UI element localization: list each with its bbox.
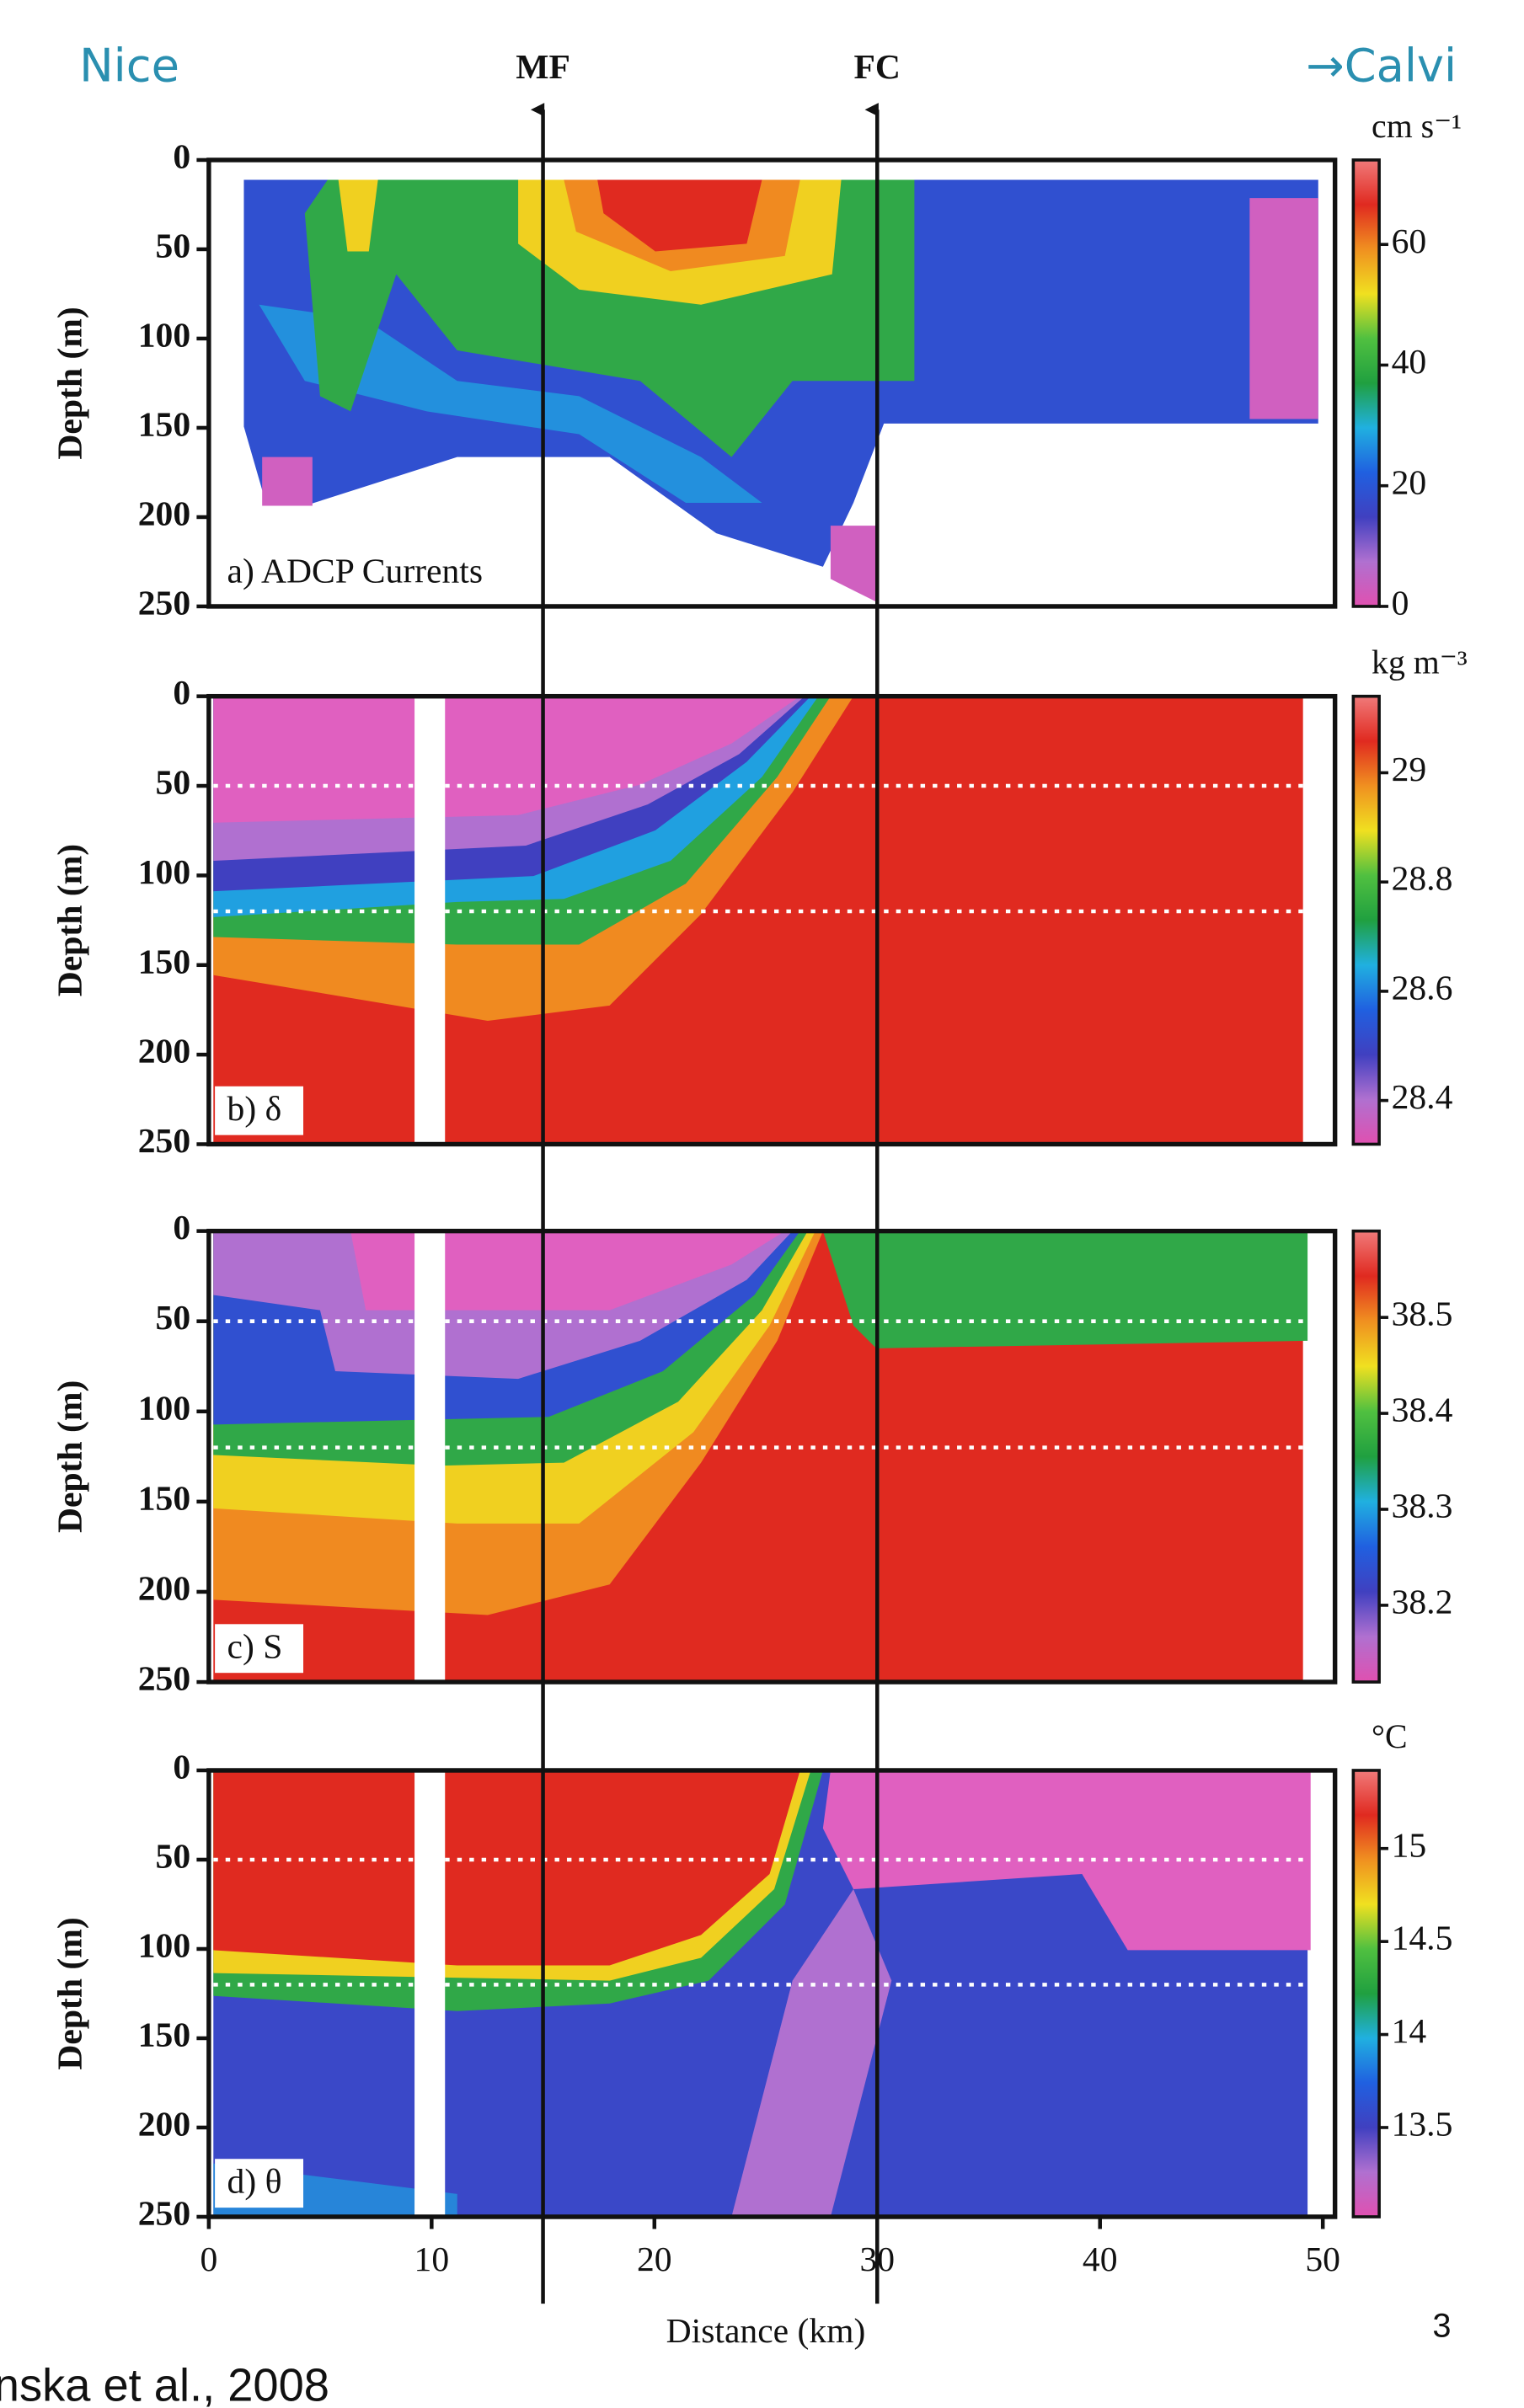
colorbar-label: kg m⁻³	[1372, 644, 1468, 681]
y-tick-label: 0	[173, 673, 190, 712]
y-tick-label: 50	[156, 1298, 191, 1337]
colorbar-tick-label: 29	[1392, 750, 1427, 788]
y-tick-label: 200	[138, 2105, 190, 2144]
colorbar-tick-label: 38.5	[1392, 1295, 1453, 1333]
colorbar-label: °C	[1372, 1718, 1407, 1755]
y-axis-label: Depth (m)	[50, 1917, 89, 2069]
citation: nska et al., 2008	[0, 2361, 329, 2408]
y-tick-label: 200	[138, 1032, 190, 1071]
y-tick-label: 150	[138, 404, 190, 443]
colorbar-tick-label: 38.2	[1392, 1582, 1453, 1620]
y-tick-label: 50	[156, 763, 191, 802]
y-tick-label: 200	[138, 1569, 190, 1608]
panel-title: d) θ	[227, 2162, 282, 2202]
x-tick-label: 0	[200, 2240, 217, 2278]
y-tick-label: 50	[156, 226, 191, 264]
right-label: →Calvi	[1306, 40, 1457, 93]
y-tick-label: 150	[138, 2016, 190, 2054]
field-b	[213, 696, 1303, 1143]
colorbar-tick-label: 28.8	[1392, 859, 1453, 898]
plot-frame	[206, 158, 1338, 609]
colorbar	[1351, 1229, 1381, 1684]
title-bg	[215, 1086, 304, 1135]
plot-frame	[206, 1228, 1338, 1685]
colorbar-tick-label: 0	[1392, 583, 1409, 622]
y-tick-label: 0	[173, 136, 190, 175]
colorbar-tick-label: 14.5	[1392, 1919, 1453, 1957]
colorbar	[1351, 158, 1381, 608]
front-label: MF	[516, 47, 570, 86]
y-tick-label: 250	[138, 1121, 190, 1160]
title-bg	[215, 1624, 304, 1674]
colorbar-tick-label: 28.4	[1392, 1077, 1453, 1116]
x-tick-label: 20	[637, 2240, 672, 2278]
colorbar-tick-label: 60	[1392, 222, 1427, 260]
y-tick-label: 150	[138, 942, 190, 980]
colorbar-tick-label: 14	[1392, 2011, 1427, 2050]
y-axis-label: Depth (m)	[50, 844, 89, 996]
y-tick-label: 100	[138, 852, 190, 891]
y-tick-label: 250	[138, 1659, 190, 1698]
y-tick-label: 250	[138, 583, 190, 622]
x-tick-label: 10	[414, 2240, 450, 2278]
title-bg	[215, 548, 505, 598]
colorbar-tick-label: 38.4	[1392, 1391, 1453, 1429]
colorbar-tick-label: 38.3	[1392, 1487, 1453, 1525]
panel-title: b) δ	[227, 1089, 282, 1129]
colorbar	[1351, 694, 1381, 1146]
panel-title: a) ADCP Currents	[227, 552, 483, 591]
title-bg	[215, 2159, 304, 2208]
y-tick-label: 0	[173, 1748, 190, 1786]
y-axis-label: Depth (m)	[50, 1380, 89, 1533]
plot-frame	[206, 693, 1338, 1147]
colorbar-label: cm s⁻¹	[1372, 108, 1462, 145]
x-axis-label: Distance (km)	[666, 2311, 866, 2351]
plot-frame	[206, 1768, 1338, 2219]
left-label: Nice	[79, 40, 179, 93]
colorbar-tick-label: 13.5	[1392, 2105, 1453, 2144]
page-number: 3	[1432, 2308, 1451, 2345]
field-d	[213, 1770, 1311, 2217]
panel-title: c) S	[227, 1627, 283, 1667]
y-tick-label: 200	[138, 494, 190, 532]
y-tick-label: 50	[156, 1837, 191, 1876]
y-tick-label: 100	[138, 1926, 190, 1965]
y-tick-label: 100	[138, 315, 190, 354]
field-a	[243, 179, 1318, 602]
colorbar-tick-label: 20	[1392, 462, 1427, 501]
field-c	[213, 1231, 1308, 1683]
y-tick-label: 100	[138, 1388, 190, 1427]
y-axis-label: Depth (m)	[50, 307, 89, 459]
colorbar-tick-label: 15	[1392, 1825, 1427, 1864]
x-tick-label: 50	[1305, 2240, 1340, 2278]
front-label: FC	[854, 47, 901, 86]
colorbar-tick-label: 28.6	[1392, 968, 1453, 1006]
y-tick-label: 0	[173, 1208, 190, 1247]
colorbar-tick-label: 40	[1392, 342, 1427, 381]
y-tick-label: 250	[138, 2194, 190, 2233]
colorbar	[1351, 1769, 1381, 2218]
y-tick-label: 150	[138, 1478, 190, 1517]
x-tick-label: 40	[1083, 2240, 1118, 2278]
